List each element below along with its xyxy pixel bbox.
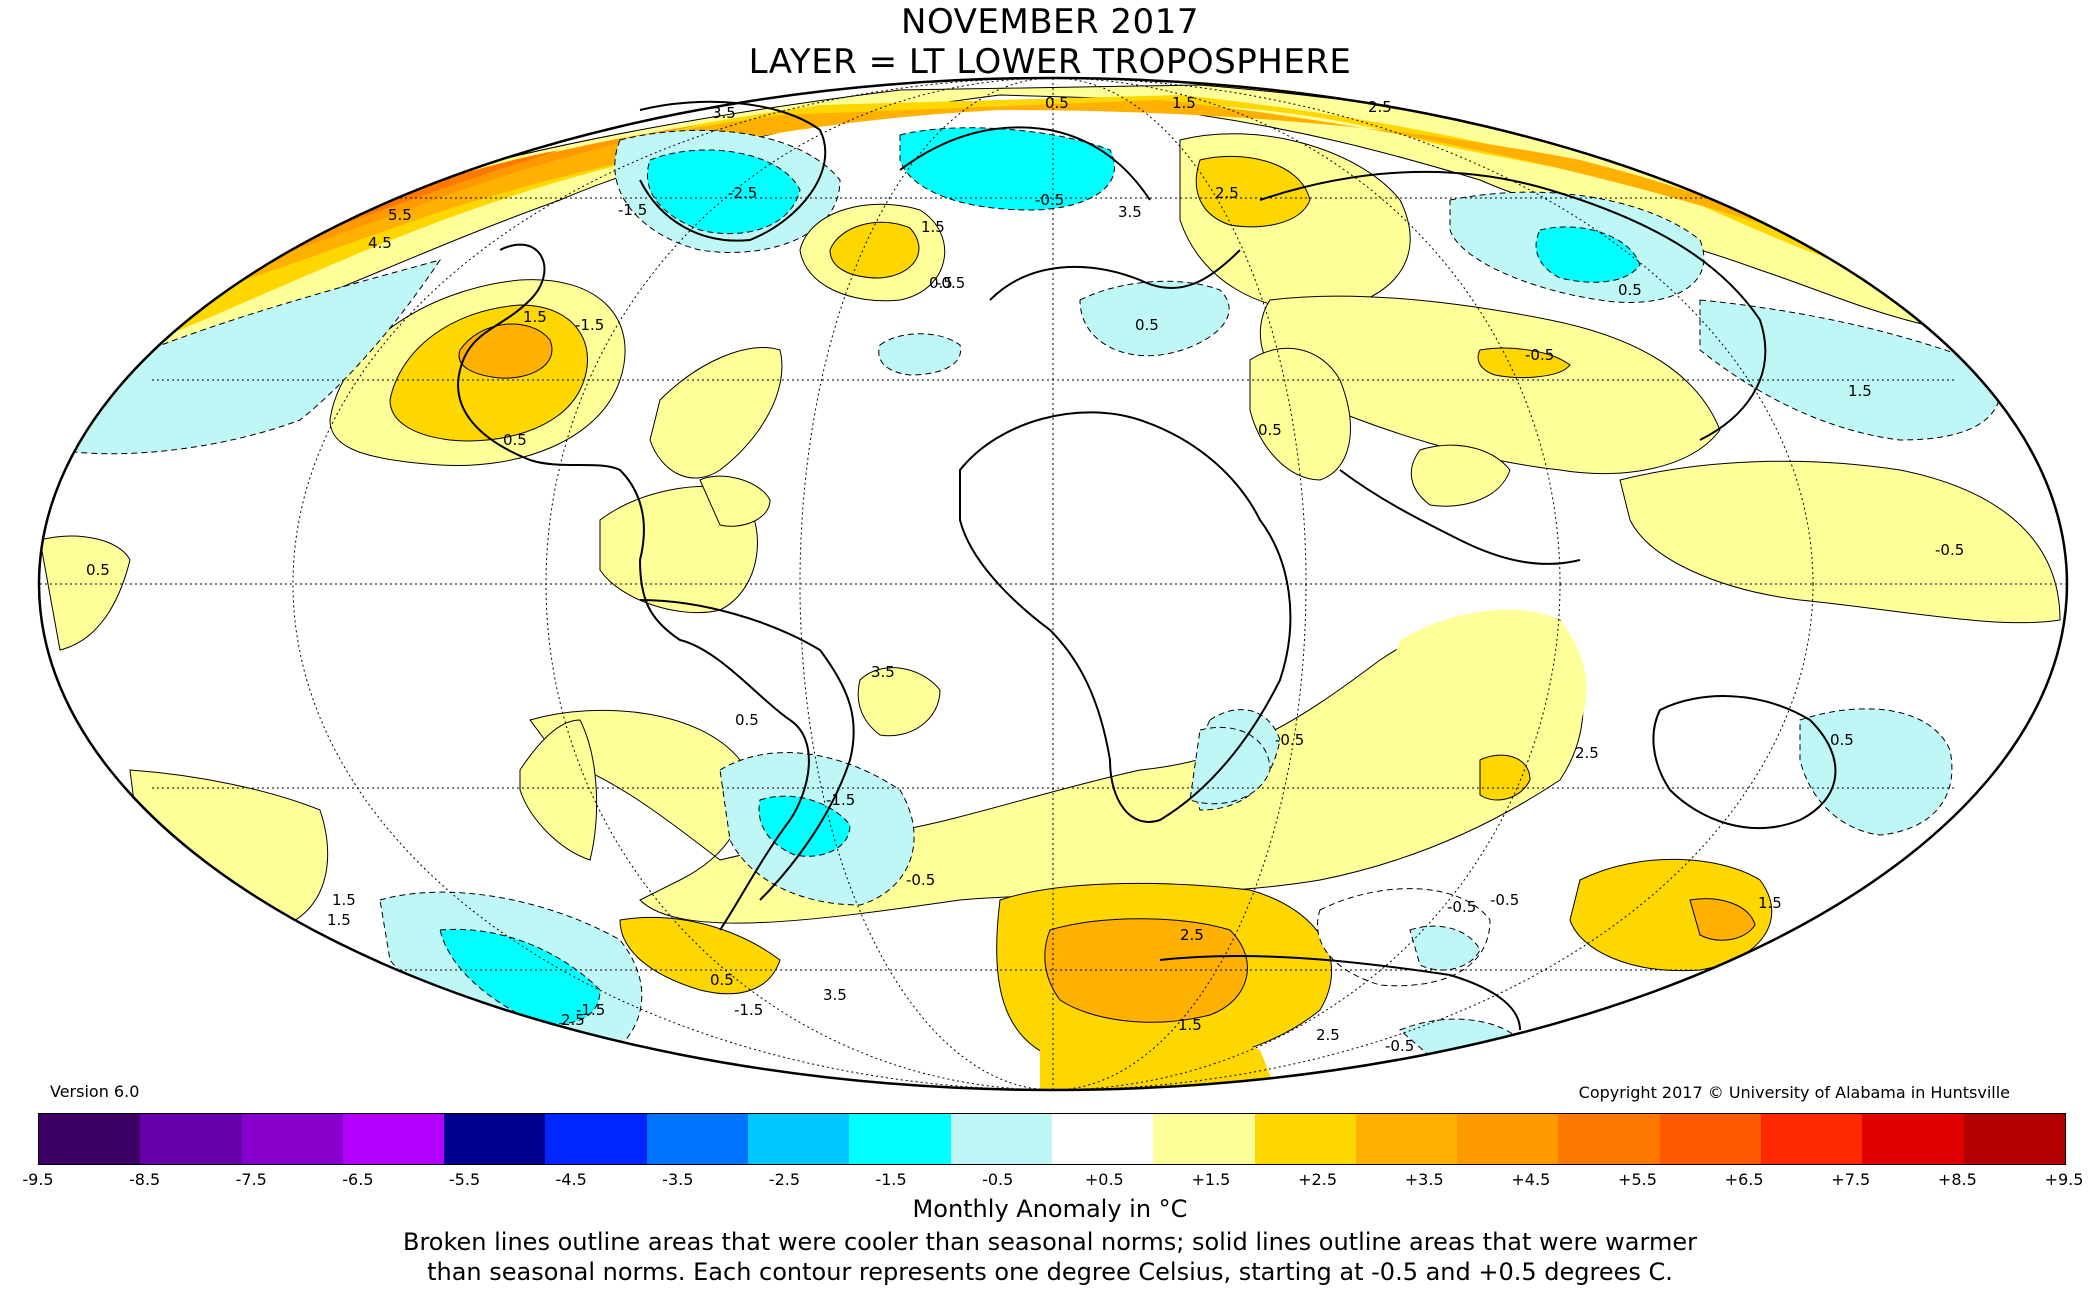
contour-label: -0.5 [1035,191,1064,209]
color-scale-tick-label: +0.5 [1084,1170,1124,1189]
contour-label: 2.5 [1575,744,1599,762]
contour-label: 0.5 [1618,281,1642,299]
color-scale-cell [646,1114,749,1164]
color-scale-cell [1558,1114,1660,1164]
color-scale-bar [38,1113,2066,1165]
color-scale-cell [1153,1114,1255,1164]
contour-label: -0.5 [1275,731,1304,749]
contour-label: 0.5 [503,431,527,449]
map-title: NOVEMBER 2017 [901,2,1199,42]
contour-label: -1.5 [734,1001,763,1019]
contour-label: 3.5 [871,663,895,681]
color-scale-tick-label: +4.5 [1511,1170,1551,1189]
contour-label: 2.5 [1180,926,1204,944]
contour-label: 0.5 [86,561,110,579]
legend-title: Monthly Anomaly in °C [912,1195,1188,1223]
color-scale-tick-label: -5.5 [448,1170,481,1189]
anomaly-map: 3.51.50.5 2.54.55.5 -1.5-2.5 -0.50.51.53.52… [37,76,2069,1092]
contour-label: 0.5 [1135,316,1159,334]
contour-label: -0.5 [1385,1037,1414,1055]
color-scale-cell [1457,1114,1559,1164]
contour-label: 3.5 [712,104,736,122]
contour-label: 1.5 [1178,1016,1202,1034]
color-scale-tick-label: +7.5 [1831,1170,1871,1189]
color-scale-cell [1355,1114,1458,1164]
contour-label: -1.5 [576,1001,605,1019]
color-scale-tick-label: -1.5 [875,1170,907,1189]
contour-label: 0.5 [1045,94,1069,112]
anomaly-fill-layer [39,78,2067,1090]
contour-label: 2.5 [561,1011,585,1029]
contour-labels: 3.51.50.5 2.54.55.5 -1.5-2.5 -0.50.51.53.52… [86,94,1964,1055]
contour-label: -1.5 [575,316,604,334]
color-scale-cell [1659,1114,1762,1164]
layer-subtitle: LAYER = LT LOWER TROPOSPHERE [748,42,1352,82]
color-scale-tick-label: +8.5 [1937,1170,1977,1189]
color-scale-tick-label: +3.5 [1404,1170,1444,1189]
contour-label: 3.5 [1118,203,1142,221]
color-scale-tick-label: -6.5 [342,1170,374,1189]
contour-label: 4.5 [368,234,392,252]
color-scale-tick-label: +5.5 [1618,1170,1657,1189]
contour-label: -0.5 [1525,346,1554,364]
color-scale-tick-label: -3.5 [662,1170,694,1189]
contour-label: 1.5 [1848,382,1872,400]
color-scale-cell [1254,1114,1356,1164]
color-scale-tick-label: -0.5 [982,1170,1014,1189]
color-scale-cell [545,1114,647,1164]
contour-label: 1.5 [921,218,945,236]
color-scale-cell [444,1114,546,1164]
color-scale-tick-label: +1.5 [1191,1170,1231,1189]
color-scale-tick-label: -7.5 [235,1170,267,1189]
contour-label: -0.5 [1935,541,1964,559]
color-scale-cell [849,1114,951,1164]
color-scale-tick-label: -8.5 [129,1170,161,1189]
legend-text-line2: than seasonal norms. Each contour repres… [427,1258,1673,1286]
version-label: Version 6.0 [50,1082,140,1101]
contour-label: 2.5 [1368,98,1392,116]
color-scale-cell [140,1114,242,1164]
contour-label: -0.5 [936,274,965,292]
color-scale-tick-label: +2.5 [1298,1170,1338,1189]
contour-label: -1.5 [618,201,647,219]
contour-label: 0.5 [735,711,759,729]
color-scale-cell [241,1114,343,1164]
contour-label: 0.5 [1830,731,1854,749]
contour-label: 2.5 [1316,1026,1340,1044]
contour-label: 1.5 [1758,894,1782,912]
contour-label: 5.5 [388,206,412,224]
contour-label: 1.5 [523,308,547,326]
color-scale-tick-label: +6.5 [1724,1170,1764,1189]
contour-label: -2.5 [728,184,757,202]
color-scale-cell [748,1114,850,1164]
color-scale-cell [1862,1114,1964,1164]
contour-label: 1.5 [1172,94,1196,112]
color-scale-tick-label: +9.5 [2044,1170,2084,1189]
contour-label: -0.5 [1490,891,1519,909]
contour-label: 0.5 [710,971,734,989]
color-scale-tick-label: -2.5 [768,1170,801,1189]
contour-label: 0.5 [929,274,953,292]
legend-text-line1: Broken lines outline areas that were coo… [403,1228,1697,1256]
map-outline [37,76,2069,1092]
contour-label: -0.5 [1447,898,1476,916]
color-scale-cell [39,1114,141,1164]
color-scale-cell [1761,1114,1863,1164]
contour-label: 2.5 [1215,184,1239,202]
color-scale-tick-label: -9.5 [22,1170,54,1189]
contour-label: -0.5 [906,871,935,889]
copyright-notice: Copyright 2017 © University of Alabama i… [1578,1083,2010,1102]
contour-label: 1.5 [327,911,351,929]
color-scale-cell [1963,1114,2065,1164]
color-scale-cell [950,1114,1052,1164]
contour-label: 3.5 [823,986,847,1004]
coastlines [457,100,1837,1031]
contour-label: -1.5 [826,791,855,809]
contour-label: 1.5 [332,891,356,909]
color-scale-tick-label: -4.5 [555,1170,587,1189]
color-scale-cell [1051,1114,1154,1164]
color-scale-cell [342,1114,445,1164]
contour-label: 0.5 [1258,421,1282,439]
